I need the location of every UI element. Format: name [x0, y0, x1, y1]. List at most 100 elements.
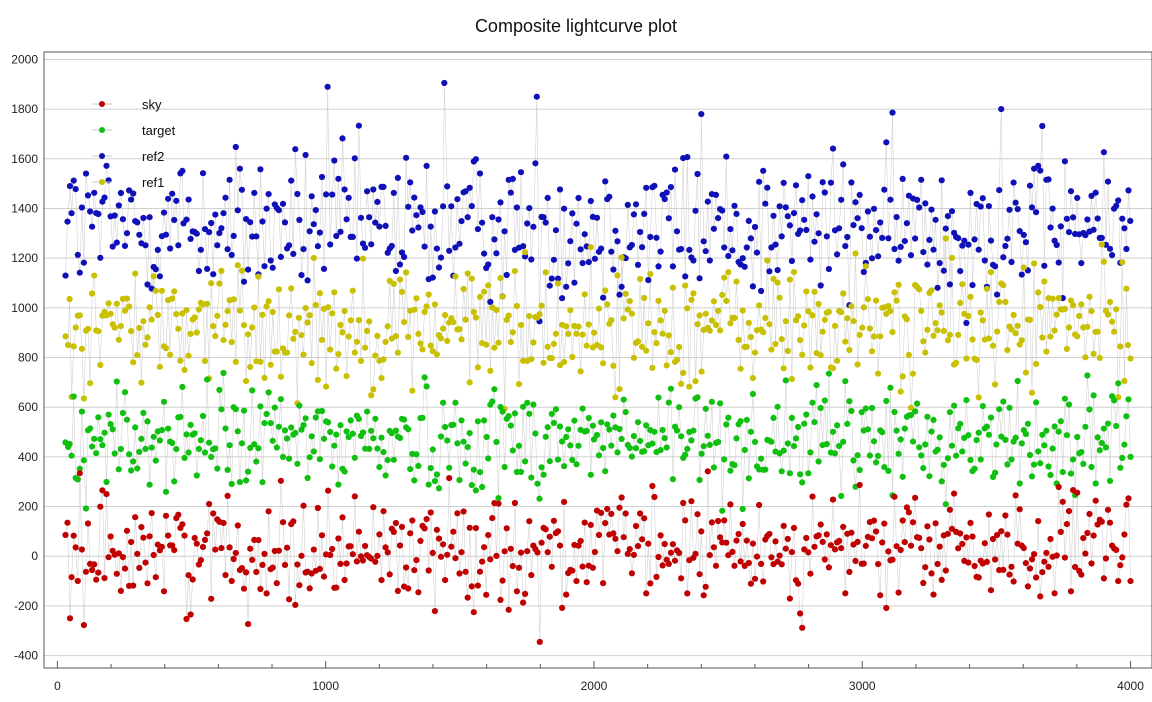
data-point-target — [916, 444, 923, 451]
data-point-ref2 — [1082, 232, 1089, 239]
data-point-target — [561, 463, 568, 470]
data-point-ref1 — [821, 316, 828, 323]
data-point-target — [774, 403, 781, 410]
data-point-target — [739, 505, 746, 513]
data-point-ref2 — [214, 242, 221, 249]
data-point-sky — [314, 504, 321, 512]
data-point-target — [1070, 456, 1077, 463]
data-point-ref2 — [731, 202, 738, 209]
data-point-sky — [370, 504, 377, 511]
data-point-target — [1094, 434, 1101, 441]
data-point-ref2 — [903, 220, 911, 227]
data-point-target — [821, 397, 828, 404]
legend-item-sky[interactable]: sky — [92, 97, 162, 112]
data-point-target — [556, 423, 564, 430]
data-point-target — [464, 444, 471, 451]
data-point-sky — [1022, 560, 1029, 567]
data-point-ref1 — [138, 379, 145, 386]
data-point-target — [1104, 420, 1112, 427]
data-point-sky — [123, 527, 131, 534]
data-point-sky — [821, 556, 828, 563]
legend-item-ref1[interactable]: ref1 — [92, 175, 164, 190]
data-point-ref1 — [628, 310, 636, 317]
data-point-ref2 — [1070, 214, 1077, 221]
data-point-ref1 — [721, 274, 728, 281]
data-point-target — [801, 420, 808, 427]
data-point-ref2 — [380, 183, 387, 190]
data-point-ref2 — [692, 207, 699, 214]
data-point-target — [204, 376, 211, 383]
data-point-target — [803, 411, 810, 418]
data-point-ref2 — [146, 214, 153, 221]
data-point-target — [520, 403, 527, 410]
data-point-target — [737, 418, 744, 425]
data-point-target — [1055, 428, 1062, 435]
data-point-sky — [479, 558, 486, 565]
data-point-ref1 — [343, 373, 350, 380]
data-point-sky — [838, 545, 845, 552]
data-point-ref1 — [819, 328, 826, 335]
data-point-target — [1033, 399, 1040, 406]
data-point-target — [450, 421, 457, 428]
data-point-ref2 — [868, 255, 876, 262]
data-point-ref1 — [1100, 258, 1107, 265]
data-point-sky — [150, 551, 157, 559]
data-point-sky — [470, 609, 477, 616]
data-point-sky — [431, 608, 438, 615]
data-point-ref2 — [87, 208, 94, 215]
data-point-ref1 — [208, 280, 215, 287]
data-point-ref1 — [719, 291, 726, 298]
data-point-sky — [965, 559, 972, 566]
data-point-ref1 — [466, 379, 473, 386]
data-point-ref1 — [1078, 301, 1085, 308]
data-point-ref1 — [483, 341, 490, 348]
data-point-sky — [140, 534, 147, 541]
data-point-sky — [653, 573, 660, 581]
data-point-ref1 — [774, 279, 781, 286]
data-point-ref1 — [370, 386, 377, 393]
data-point-ref1 — [351, 349, 358, 356]
data-point-ref1 — [257, 358, 264, 365]
data-point-target — [885, 467, 892, 474]
data-point-ref1 — [992, 381, 999, 388]
data-point-sky — [1125, 495, 1132, 502]
data-point-ref2 — [1006, 206, 1013, 213]
data-point-ref2 — [719, 207, 726, 214]
data-point-ref2 — [881, 186, 888, 193]
y-tick-label: 0 — [31, 549, 38, 563]
data-point-target — [511, 410, 518, 417]
data-point-ref1 — [485, 282, 492, 289]
data-point-ref2 — [468, 203, 475, 210]
legend-item-ref2[interactable]: ref2 — [92, 149, 164, 164]
data-point-sky — [220, 519, 227, 527]
data-point-target — [396, 434, 404, 442]
data-point-sky — [823, 531, 830, 538]
legend[interactable]: sky target ref2 ref1 — [92, 97, 176, 190]
data-point-target — [300, 422, 307, 429]
data-point-target — [119, 409, 126, 417]
data-point-sky — [495, 500, 502, 507]
data-point-target — [795, 423, 802, 431]
data-point-sky — [799, 624, 806, 631]
data-point-ref1 — [359, 255, 367, 262]
data-point-sky — [1080, 535, 1087, 542]
data-point-ref1 — [142, 341, 149, 348]
data-point-sky — [907, 542, 915, 549]
data-point-sky — [641, 515, 648, 522]
data-point-sky — [618, 494, 625, 501]
data-point-ref1 — [569, 353, 576, 361]
data-point-sky — [957, 530, 964, 537]
data-point-target — [959, 448, 966, 455]
data-point-sky — [290, 518, 297, 525]
data-point-ref1 — [630, 354, 638, 361]
data-point-ref2 — [571, 279, 578, 286]
data-point-target — [530, 401, 537, 408]
data-point-ref1 — [996, 298, 1003, 305]
legend-marker — [99, 179, 105, 185]
legend-item-target[interactable]: target — [92, 123, 176, 138]
data-point-ref2 — [928, 206, 935, 213]
data-point-ref1 — [442, 312, 449, 319]
data-point-ref2 — [351, 155, 358, 162]
data-point-sky — [649, 482, 656, 490]
